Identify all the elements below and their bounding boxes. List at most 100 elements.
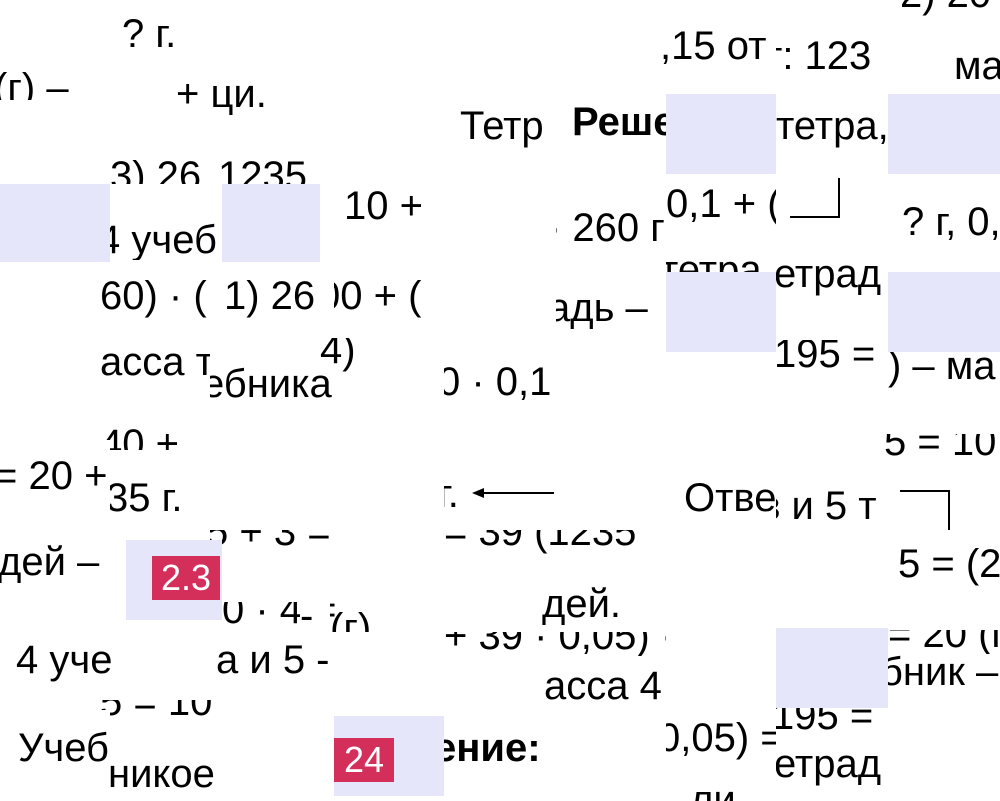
fragment-text: тетра, [776, 104, 888, 148]
fragment-text: = 39 (1235 [444, 530, 637, 554]
fragment-text: 0,05) = [666, 716, 776, 760]
label-badge: 2.3 [152, 556, 220, 600]
fragment-text: 0,1 + ( [666, 182, 776, 226]
fragment-tile: етрад [776, 732, 888, 801]
fragment-text: - [300, 600, 314, 630]
bracket-line [948, 490, 950, 530]
placeholder-block [0, 184, 110, 262]
fragment-text: етрад [776, 252, 882, 296]
fragment-tile: 3) 26 1235 [110, 158, 330, 184]
fragment-tile: 4 уче [0, 620, 126, 700]
placeholder-block [222, 184, 320, 262]
fragment-tile: (г) – [0, 72, 110, 100]
fragment-tile: Тетр [444, 100, 556, 160]
placeholder-block [776, 628, 888, 708]
fragment-text: ? г. [122, 12, 177, 56]
fragment-tile: 5 + 3 = [210, 530, 444, 554]
fragment-text: 5 = 10 [884, 434, 997, 460]
fragment-text: 40 + [100, 422, 179, 450]
fragment-text: ма [954, 44, 1000, 88]
fragment-text: т: 123 [776, 34, 872, 78]
bracket-line [790, 216, 840, 218]
fragment-tile: ли [666, 766, 776, 801]
fragment-tile: 60) · ( [100, 262, 224, 338]
fragment-tile: 1) 26 [224, 262, 334, 338]
fragment-text: 195 = [776, 340, 876, 376]
fragment-text: бник – [888, 654, 999, 694]
fragment-text: = 20 + [0, 454, 108, 498]
fragment-tile: 10 + [320, 170, 444, 250]
fragment-tile: 195 = [776, 708, 888, 732]
fragment-tile: ,15 от [660, 20, 780, 80]
fragment-tile: 0 · 0,1 [444, 350, 556, 416]
placeholder-block [666, 272, 776, 352]
fragment-text: з и 5 т [776, 484, 877, 528]
fragment-text: ебника [210, 362, 332, 406]
fragment-tile: 35 г. [110, 460, 220, 520]
fragment-tile: 195 = [776, 340, 888, 390]
placeholder-block [888, 94, 1000, 174]
fragment-tile: 2) 20 [888, 0, 1000, 18]
fragment-tile: 0,05) = [666, 706, 776, 766]
fragment-tile: ? г, 0, [888, 174, 1000, 260]
fragment-text: 3) 26 [110, 158, 202, 184]
fragment-tile: тетра [666, 250, 776, 272]
fragment-tile: т: 123 [776, 30, 888, 90]
fragment-text: · 260 г [556, 206, 665, 250]
fragment-tile: адь – [556, 270, 666, 340]
fragment-text: никое [110, 752, 215, 796]
fragment-text: 10 + [344, 184, 423, 228]
fragment-text: ? г, 0, [902, 200, 1000, 244]
fragment-tile: Учеб [0, 710, 110, 801]
fragment-text: 1) 26 [224, 274, 316, 318]
fragment-text: 00 + ( [334, 274, 422, 318]
fragment-text: 2) 20 [900, 0, 991, 16]
fragment-tile: 4) ебника [210, 338, 430, 408]
bracket-line [838, 178, 840, 218]
fragment-text: дей. [542, 582, 622, 626]
fragment-text: етрад [776, 742, 882, 786]
fragment-tile: дей – [0, 530, 126, 610]
fragment-tile: 40 + [100, 420, 220, 450]
fragment-text: ли [690, 778, 736, 801]
fragment-tile: ? г. [110, 0, 220, 90]
fragment-tile: + ци. [110, 80, 330, 120]
fragment-text: ,15 от [660, 24, 767, 68]
fragment-tile: = 20 (г [888, 630, 1000, 654]
fragment-tile: тетра, [776, 100, 888, 160]
fragment-text: 4) [320, 338, 356, 372]
fragment-tile: 5 = 10 [100, 700, 220, 724]
fragment-text: асса т [100, 340, 210, 378]
fragment-text: (г) – [0, 72, 69, 100]
fragment-tile: 0,1 + ( [666, 174, 776, 250]
fragment-tile: · 260 г [556, 190, 666, 260]
fragment-text: 195 = [776, 708, 874, 732]
fragment-text: ение: [444, 726, 541, 770]
fragment-text: + 39 · 0,05) · 4 = [444, 632, 666, 656]
fragment-tile: а и 5 - [126, 632, 332, 700]
fragment-tile: 5 = 10 [776, 434, 1000, 460]
arrow-head-icon [472, 488, 484, 498]
fragment-text: адь – [556, 286, 648, 330]
fragment-text: а и 5 - [216, 638, 330, 682]
fragment-text: + ци. [176, 80, 267, 116]
fragment-tile: - [300, 600, 330, 630]
fragment-tile: никое [110, 736, 220, 801]
fragment-text: (г) [330, 606, 372, 632]
fragment-text: 1235 [218, 158, 307, 184]
fragment-text: 0 · 0,1 [444, 360, 552, 404]
fragment-tile: 5 = (2 [888, 540, 1000, 596]
fragment-text: дей – [0, 540, 100, 584]
fragment-tile: ение: [444, 716, 556, 786]
placeholder-block [666, 94, 776, 174]
fragment-text: 4 учеб [110, 218, 217, 260]
fragment-text: Учеб [18, 726, 109, 770]
arrow-line [480, 492, 554, 494]
fragment-tile: бник – [888, 654, 1000, 710]
fragment-text: г. [444, 472, 459, 516]
fragment-tile: 0 · 4 = (г) [222, 602, 444, 632]
fragment-text: Реше [572, 100, 666, 144]
fragment-tile: 4 учеб [110, 184, 220, 260]
fragment-text: 4 уче [16, 638, 113, 682]
fragment-text: 60) · ( [100, 274, 207, 318]
